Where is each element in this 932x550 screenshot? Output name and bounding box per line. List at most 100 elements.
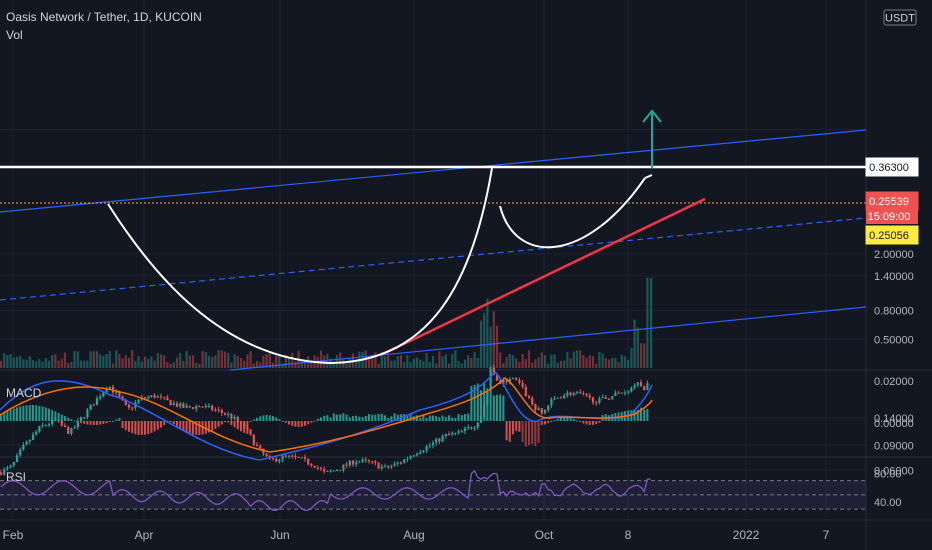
volume-bar <box>211 357 214 368</box>
candle-body <box>575 392 579 394</box>
candle-body <box>374 461 377 463</box>
candle-body <box>329 470 332 472</box>
candle-body <box>380 466 383 469</box>
macd-histogram-bar <box>54 411 57 421</box>
candle-body <box>76 420 79 428</box>
volume-bar <box>438 351 441 368</box>
candle-body <box>217 409 220 411</box>
macd-histogram-bar <box>288 421 290 425</box>
candle-body <box>611 395 614 399</box>
candle-body <box>22 444 25 450</box>
candle-body <box>639 382 643 387</box>
candle-body <box>326 470 329 472</box>
candle-body <box>409 456 412 459</box>
candle-body <box>361 459 364 462</box>
macd-histogram-bar <box>377 413 380 421</box>
candle-body <box>553 398 556 400</box>
macd-histogram-bar <box>246 421 249 434</box>
candle-body <box>585 393 588 396</box>
macd-histogram-bar <box>236 421 239 430</box>
candle-body <box>364 459 367 461</box>
candle-body <box>143 397 147 399</box>
candle-body <box>601 397 604 399</box>
volume-bar <box>537 357 540 368</box>
candle-body <box>537 408 540 411</box>
price-axis-label: 0.14000 <box>874 413 914 425</box>
volume-bar <box>265 353 268 368</box>
candle-body <box>495 374 499 381</box>
macd-histogram-bar <box>560 417 562 421</box>
channel-mid-line <box>0 217 867 301</box>
macd-histogram-bar <box>304 421 306 426</box>
macd-histogram-bar <box>307 421 310 425</box>
volume-bar <box>595 363 598 368</box>
volume-bar <box>575 350 579 368</box>
macd-histogram-bar <box>515 421 518 432</box>
volume-bar <box>508 354 511 368</box>
candle-body <box>646 383 649 391</box>
volume-bar <box>188 355 191 368</box>
macd-histogram-bar <box>358 416 361 421</box>
candle-body <box>620 392 623 394</box>
macd-histogram-bar <box>339 414 342 421</box>
rsi-axis-label: 40.00 <box>874 497 902 509</box>
candle-body <box>390 465 393 468</box>
rsi-label: RSI <box>6 470 26 484</box>
macd-histogram-bar <box>185 421 188 433</box>
price-axis-label: 2.00000 <box>874 249 914 261</box>
volume-bar <box>444 354 447 368</box>
candle-body <box>358 461 361 463</box>
candle-body <box>614 392 617 396</box>
candle-body <box>473 427 476 429</box>
countdown-text: 15:09:00 <box>868 211 911 223</box>
volume-bar <box>454 350 457 368</box>
macd-histogram-bar <box>294 421 297 427</box>
candle-body <box>211 405 214 410</box>
macd-histogram-bar <box>416 415 418 421</box>
macd-histogram-bar <box>640 407 642 421</box>
candle-body <box>399 462 403 464</box>
macd-histogram-bar <box>486 390 489 421</box>
macd-histogram-bar <box>281 420 284 422</box>
candle-body <box>572 393 575 395</box>
macd-histogram-bar <box>118 418 121 421</box>
candle-body <box>559 397 563 399</box>
candle-body <box>591 397 595 403</box>
macd-histogram-bar <box>313 420 316 422</box>
candle-body <box>303 457 307 459</box>
macd-histogram-bar <box>156 421 159 430</box>
volume-bar <box>76 351 79 368</box>
rsi-pane <box>0 469 866 512</box>
volume-bar <box>92 351 95 368</box>
candle-body <box>236 417 239 422</box>
volume-bar <box>393 360 396 368</box>
volume-bar <box>601 353 604 368</box>
volume-bar <box>287 356 291 368</box>
volume-bar <box>611 358 614 368</box>
macd-histogram-bar <box>438 417 441 421</box>
macd-histogram-bar <box>547 421 550 424</box>
volume-label: Vol <box>6 28 23 42</box>
candle-body <box>137 399 140 403</box>
volume-bar <box>518 361 521 368</box>
candle-body <box>588 395 591 398</box>
price-axis-label: 0.50000 <box>874 334 914 346</box>
signal-line <box>0 377 653 453</box>
candle-body <box>489 367 492 391</box>
candle-body <box>630 387 633 392</box>
macd-histogram-bar <box>598 421 601 423</box>
volume-bar <box>406 354 409 368</box>
volume-bar <box>291 352 294 368</box>
volume-bar <box>335 355 339 368</box>
volume-bar <box>57 360 60 368</box>
macd-histogram-bar <box>384 415 386 421</box>
candle-body <box>527 396 531 398</box>
candle-body <box>6 467 9 469</box>
macd-histogram-bar <box>364 415 367 421</box>
candle-body <box>284 455 287 457</box>
candle-body <box>403 459 406 463</box>
macd-histogram-bar <box>144 421 146 435</box>
macd-histogram-bar <box>336 414 338 421</box>
macd-histogram-bar <box>224 421 226 422</box>
volume-bar <box>159 354 163 368</box>
